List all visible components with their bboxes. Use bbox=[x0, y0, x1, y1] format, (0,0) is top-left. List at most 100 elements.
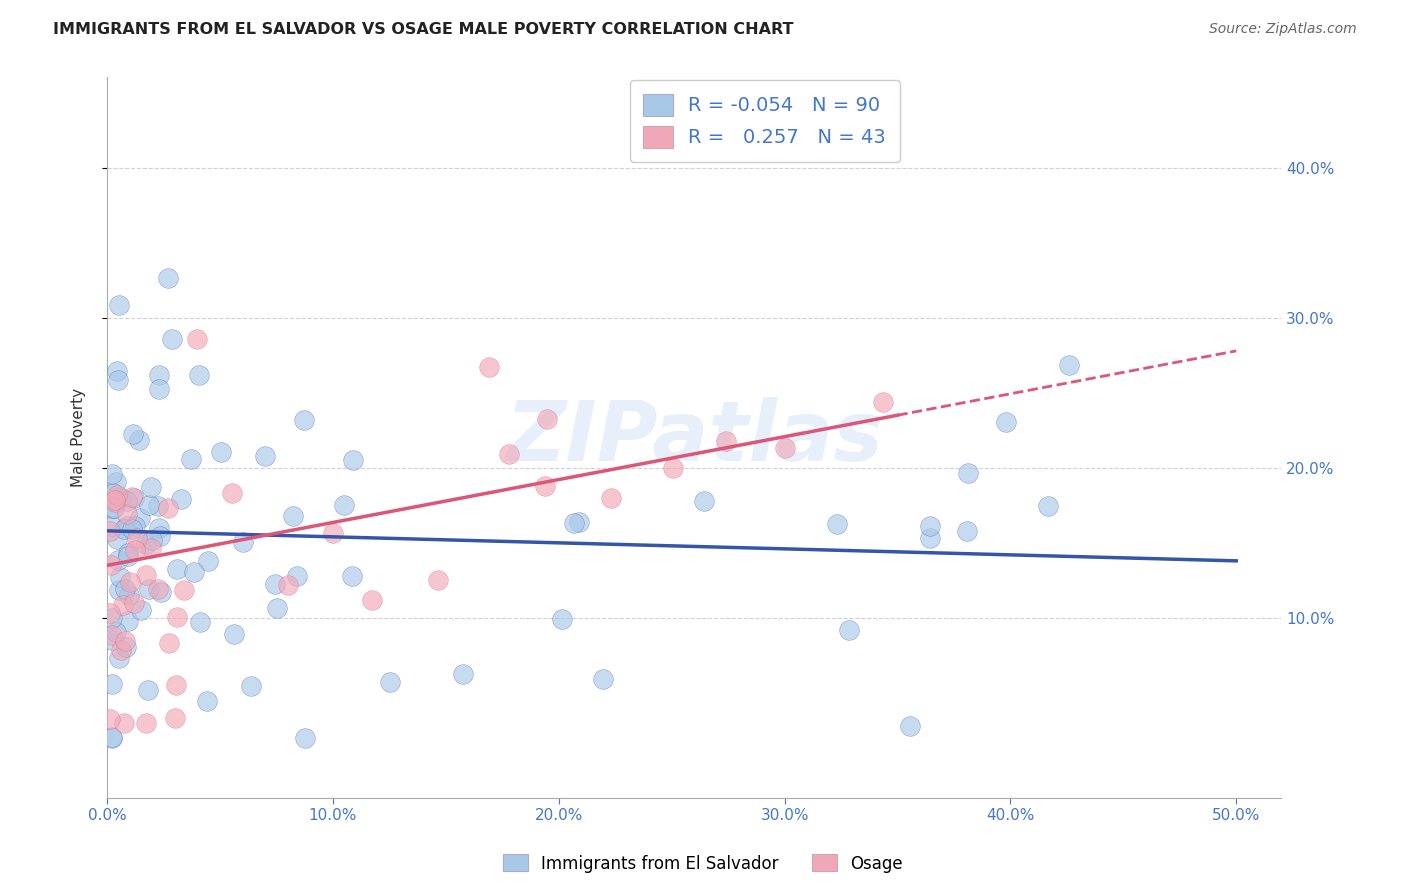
Point bbox=[122, 491, 145, 505]
Point bbox=[378, 674, 401, 689]
Point bbox=[838, 623, 860, 637]
Point bbox=[136, 683, 159, 698]
Point bbox=[110, 491, 132, 505]
Point bbox=[157, 271, 180, 285]
Point bbox=[98, 712, 121, 726]
Point bbox=[1036, 499, 1059, 513]
Point bbox=[146, 499, 169, 513]
Point bbox=[117, 546, 139, 560]
Point bbox=[994, 415, 1017, 429]
Point bbox=[124, 518, 146, 533]
Legend: Immigrants from El Salvador, Osage: Immigrants from El Salvador, Osage bbox=[496, 847, 910, 880]
Point bbox=[100, 677, 122, 691]
Text: IMMIGRANTS FROM EL SALVADOR VS OSAGE MALE POVERTY CORRELATION CHART: IMMIGRANTS FROM EL SALVADOR VS OSAGE MAL… bbox=[53, 22, 794, 37]
Point bbox=[100, 518, 122, 533]
Point bbox=[100, 731, 122, 745]
Point bbox=[104, 475, 127, 489]
Point bbox=[592, 672, 614, 686]
Point bbox=[187, 368, 209, 382]
Point bbox=[209, 445, 232, 459]
Point bbox=[477, 360, 499, 375]
Point bbox=[195, 694, 218, 708]
Point bbox=[159, 636, 181, 650]
Point bbox=[165, 711, 187, 725]
Point bbox=[166, 561, 188, 575]
Point bbox=[240, 680, 263, 694]
Point bbox=[100, 611, 122, 625]
Point bbox=[98, 607, 121, 621]
Point bbox=[141, 480, 163, 494]
Point bbox=[568, 515, 591, 529]
Point bbox=[281, 509, 304, 524]
Point bbox=[534, 479, 557, 493]
Point bbox=[124, 543, 146, 558]
Point bbox=[550, 612, 572, 626]
Point bbox=[105, 533, 128, 547]
Point bbox=[170, 492, 193, 507]
Point bbox=[918, 531, 941, 545]
Point bbox=[156, 501, 179, 516]
Point bbox=[287, 569, 309, 583]
Point bbox=[332, 498, 354, 512]
Point bbox=[118, 575, 141, 590]
Point bbox=[107, 583, 129, 598]
Point bbox=[536, 412, 558, 426]
Point bbox=[920, 519, 942, 533]
Point bbox=[340, 568, 363, 582]
Point bbox=[141, 541, 163, 556]
Point bbox=[103, 501, 125, 516]
Point bbox=[121, 427, 143, 442]
Point bbox=[128, 433, 150, 447]
Point bbox=[562, 516, 585, 531]
Point bbox=[107, 373, 129, 387]
Text: ZIPatlas: ZIPatlas bbox=[505, 397, 883, 478]
Y-axis label: Male Poverty: Male Poverty bbox=[72, 388, 86, 487]
Point bbox=[121, 490, 143, 504]
Point bbox=[112, 598, 135, 612]
Point bbox=[105, 488, 128, 502]
Point bbox=[224, 627, 246, 641]
Text: Source: ZipAtlas.com: Source: ZipAtlas.com bbox=[1209, 22, 1357, 37]
Point bbox=[138, 498, 160, 512]
Point bbox=[599, 491, 621, 505]
Point bbox=[1057, 358, 1080, 372]
Point bbox=[661, 460, 683, 475]
Point bbox=[872, 394, 894, 409]
Point bbox=[498, 447, 520, 461]
Point bbox=[692, 494, 714, 508]
Point bbox=[117, 549, 139, 563]
Point bbox=[221, 486, 243, 500]
Point bbox=[125, 531, 148, 545]
Point bbox=[898, 718, 921, 732]
Point bbox=[173, 582, 195, 597]
Point bbox=[148, 382, 170, 396]
Point bbox=[141, 533, 163, 548]
Point bbox=[148, 368, 170, 382]
Point bbox=[128, 511, 150, 525]
Point bbox=[100, 730, 122, 744]
Point bbox=[426, 573, 449, 587]
Point bbox=[100, 628, 122, 642]
Point bbox=[114, 634, 136, 648]
Point bbox=[114, 582, 136, 596]
Point bbox=[264, 577, 287, 591]
Point bbox=[115, 508, 138, 522]
Point bbox=[186, 332, 208, 346]
Point bbox=[108, 570, 131, 584]
Point bbox=[107, 553, 129, 567]
Point bbox=[131, 603, 153, 617]
Point bbox=[124, 596, 146, 610]
Point bbox=[107, 651, 129, 665]
Point bbox=[160, 332, 183, 346]
Point bbox=[115, 494, 138, 508]
Point bbox=[197, 554, 219, 568]
Point bbox=[825, 516, 848, 531]
Point bbox=[121, 522, 143, 536]
Point bbox=[342, 452, 364, 467]
Point bbox=[165, 678, 187, 692]
Point bbox=[190, 615, 212, 629]
Point bbox=[180, 451, 202, 466]
Point bbox=[101, 467, 124, 481]
Point bbox=[451, 667, 474, 681]
Point bbox=[117, 614, 139, 628]
